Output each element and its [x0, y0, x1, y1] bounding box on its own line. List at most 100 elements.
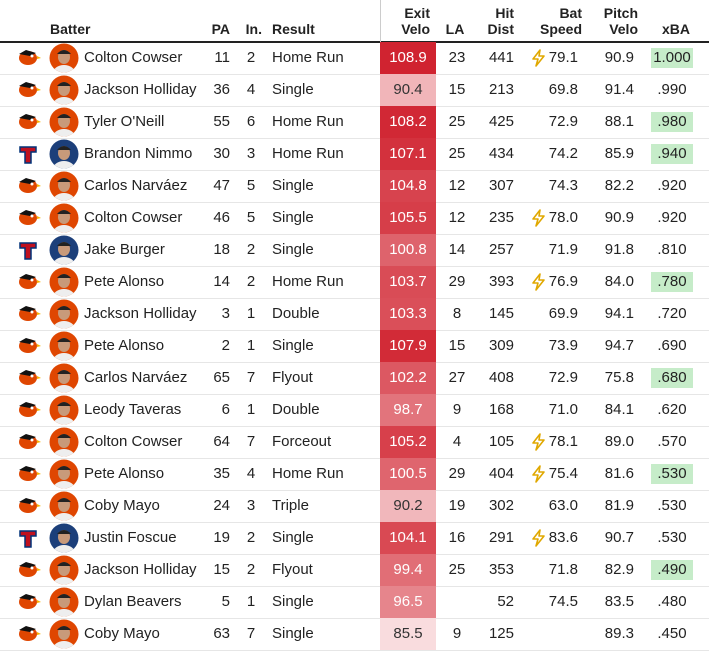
xba: .920 [657, 177, 687, 194]
pa: 19 [213, 529, 230, 546]
result: Single [272, 81, 314, 98]
pitch-velo: 82.2 [604, 177, 634, 194]
xba: .450 [657, 625, 687, 642]
result: Single [272, 529, 314, 546]
bat-speed: 76.9 [548, 273, 578, 290]
table-row: Coby Mayo 63 7 Single 85.5 9 125 89.3 .450 [0, 618, 709, 651]
inning: 5 [246, 209, 256, 226]
bat-speed: 73.9 [548, 337, 578, 354]
pa: 6 [221, 401, 230, 418]
pa: 11 [214, 49, 230, 66]
batter-name: Colton Cowser [84, 209, 183, 226]
table-row: Jake Burger 18 2 Single 100.8 14 257 71.9 91.8 .8… [0, 234, 709, 267]
team-logo [19, 562, 41, 577]
exit-velo: 85.5 [380, 618, 436, 650]
bat-speed: 74.5 [548, 593, 578, 610]
player-headshot [49, 75, 79, 105]
xba: .940 [651, 144, 693, 164]
result: Home Run [272, 113, 344, 130]
player-headshot [49, 491, 79, 521]
launch-angle: 12 [448, 177, 466, 194]
hit-distance: 408 [488, 369, 514, 386]
hit-distance: 441 [488, 49, 514, 66]
player-headshot [49, 427, 79, 457]
inning: 1 [246, 401, 256, 418]
team-logo [19, 178, 41, 193]
inning: 3 [246, 145, 256, 162]
team-logo [19, 594, 41, 609]
column-header: Batter [50, 21, 91, 37]
pitch-velo: 83.5 [604, 593, 634, 610]
batter-name: Jackson Holliday [84, 81, 197, 98]
column-header: Exit Velo [401, 5, 430, 37]
hit-distance: 353 [488, 561, 514, 578]
exit-velo: 90.4 [380, 74, 436, 106]
pitch-velo: 81.6 [604, 465, 634, 482]
exit-velo: 108.2 [380, 106, 436, 138]
fast-swing-icon [532, 465, 545, 483]
table-row: Brandon Nimmo 30 3 Home Run 107.1 25 434 74.2 85… [0, 138, 709, 171]
player-headshot [49, 459, 79, 489]
player-headshot [49, 523, 79, 553]
bat-speed: 72.9 [548, 113, 578, 130]
team-logo [19, 466, 41, 481]
launch-angle: 9 [452, 401, 462, 418]
exit-velo: 99.4 [380, 554, 436, 586]
bat-speed: 78.0 [548, 209, 578, 226]
team-logo [19, 370, 41, 385]
fast-swing-icon [532, 49, 545, 67]
team-logo [19, 338, 41, 353]
batter-name: Carlos Narváez [84, 177, 188, 194]
player-headshot [49, 235, 79, 265]
team-logo [19, 402, 41, 417]
xba: 1.000 [651, 48, 693, 68]
player-headshot [49, 587, 79, 617]
player-headshot [49, 107, 79, 137]
bat-speed: 83.6 [548, 529, 578, 546]
pitch-velo: 90.7 [604, 529, 634, 546]
xba: .780 [651, 272, 693, 292]
fast-swing-icon [532, 273, 545, 291]
exit-velo: 100.5 [380, 458, 436, 490]
batter-name: Carlos Narváez [84, 369, 188, 386]
pa: 65 [213, 369, 230, 386]
pitch-velo: 84.1 [604, 401, 634, 418]
column-header: In. [245, 21, 262, 37]
team-logo [19, 626, 41, 641]
batter-name: Jake Burger [84, 241, 165, 258]
exit-velo: 108.9 [380, 42, 436, 74]
launch-angle: 14 [448, 241, 466, 258]
launch-angle: 4 [452, 433, 462, 450]
pitch-velo: 91.8 [604, 241, 634, 258]
launch-angle: 27 [448, 369, 466, 386]
hit-distance: 302 [488, 497, 514, 514]
player-headshot [49, 299, 79, 329]
player-headshot [49, 619, 79, 649]
batter-name: Dylan Beavers [84, 593, 182, 610]
bat-speed: 72.9 [548, 369, 578, 386]
table-row: Coby Mayo 24 3 Triple 90.2 19 302 63.0 81.9 .530 [0, 490, 709, 523]
team-logo [19, 498, 41, 513]
player-headshot [49, 555, 79, 585]
inning: 1 [246, 305, 256, 322]
batter-name: Brandon Nimmo [84, 145, 193, 162]
pa: 63 [213, 625, 230, 642]
batter-name: Pete Alonso [84, 273, 165, 290]
bat-speed: 69.8 [548, 81, 578, 98]
table-row: Pete Alonso 2 1 Single 107.9 15 309 73.9 94.7 .69… [0, 330, 709, 363]
bat-speed: 69.9 [548, 305, 578, 322]
launch-angle: 9 [452, 625, 462, 642]
hit-distance: 257 [488, 241, 514, 258]
result: Home Run [272, 465, 344, 482]
column-header: LA [445, 21, 465, 37]
inning: 3 [246, 497, 256, 514]
xba: .720 [657, 305, 687, 322]
pa: 2 [221, 337, 230, 354]
player-headshot [49, 203, 79, 233]
pa: 18 [213, 241, 230, 258]
hit-distance: 309 [488, 337, 514, 354]
column-header: Result [272, 21, 315, 37]
result: Double [272, 401, 320, 418]
column-header: Bat Speed [539, 5, 582, 37]
team-logo [19, 50, 41, 65]
